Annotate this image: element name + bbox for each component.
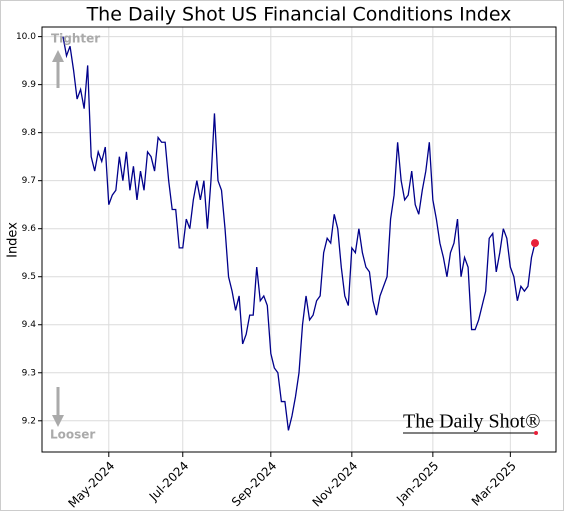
y-tick-label: 9.3: [22, 368, 36, 378]
y-tick-label: 9.2: [22, 416, 36, 426]
chart-title: The Daily Shot US Financial Conditions I…: [86, 4, 512, 26]
y-tick-label: 9.6: [22, 224, 37, 234]
y-tick-label: 10.0: [16, 32, 36, 42]
y-axis-label: Index: [6, 222, 21, 258]
series-line: [62, 36, 536, 431]
y-tick-label: 9.9: [22, 80, 37, 90]
y-tick-label: 9.7: [22, 176, 36, 186]
looser-annotation: Looser: [50, 428, 95, 442]
y-tick-label: 9.8: [22, 128, 37, 138]
down-arrow-head: [52, 415, 64, 427]
logo: The Daily Shot®: [403, 411, 540, 433]
y-tick-label: 9.5: [22, 272, 36, 282]
tighter-annotation: Tighter: [51, 32, 100, 46]
plot-frame: [41, 26, 557, 453]
logo-dot: [534, 431, 538, 435]
y-tick-label: 9.4: [22, 320, 37, 330]
up-arrow-head: [52, 50, 64, 62]
last-point: [531, 239, 539, 248]
